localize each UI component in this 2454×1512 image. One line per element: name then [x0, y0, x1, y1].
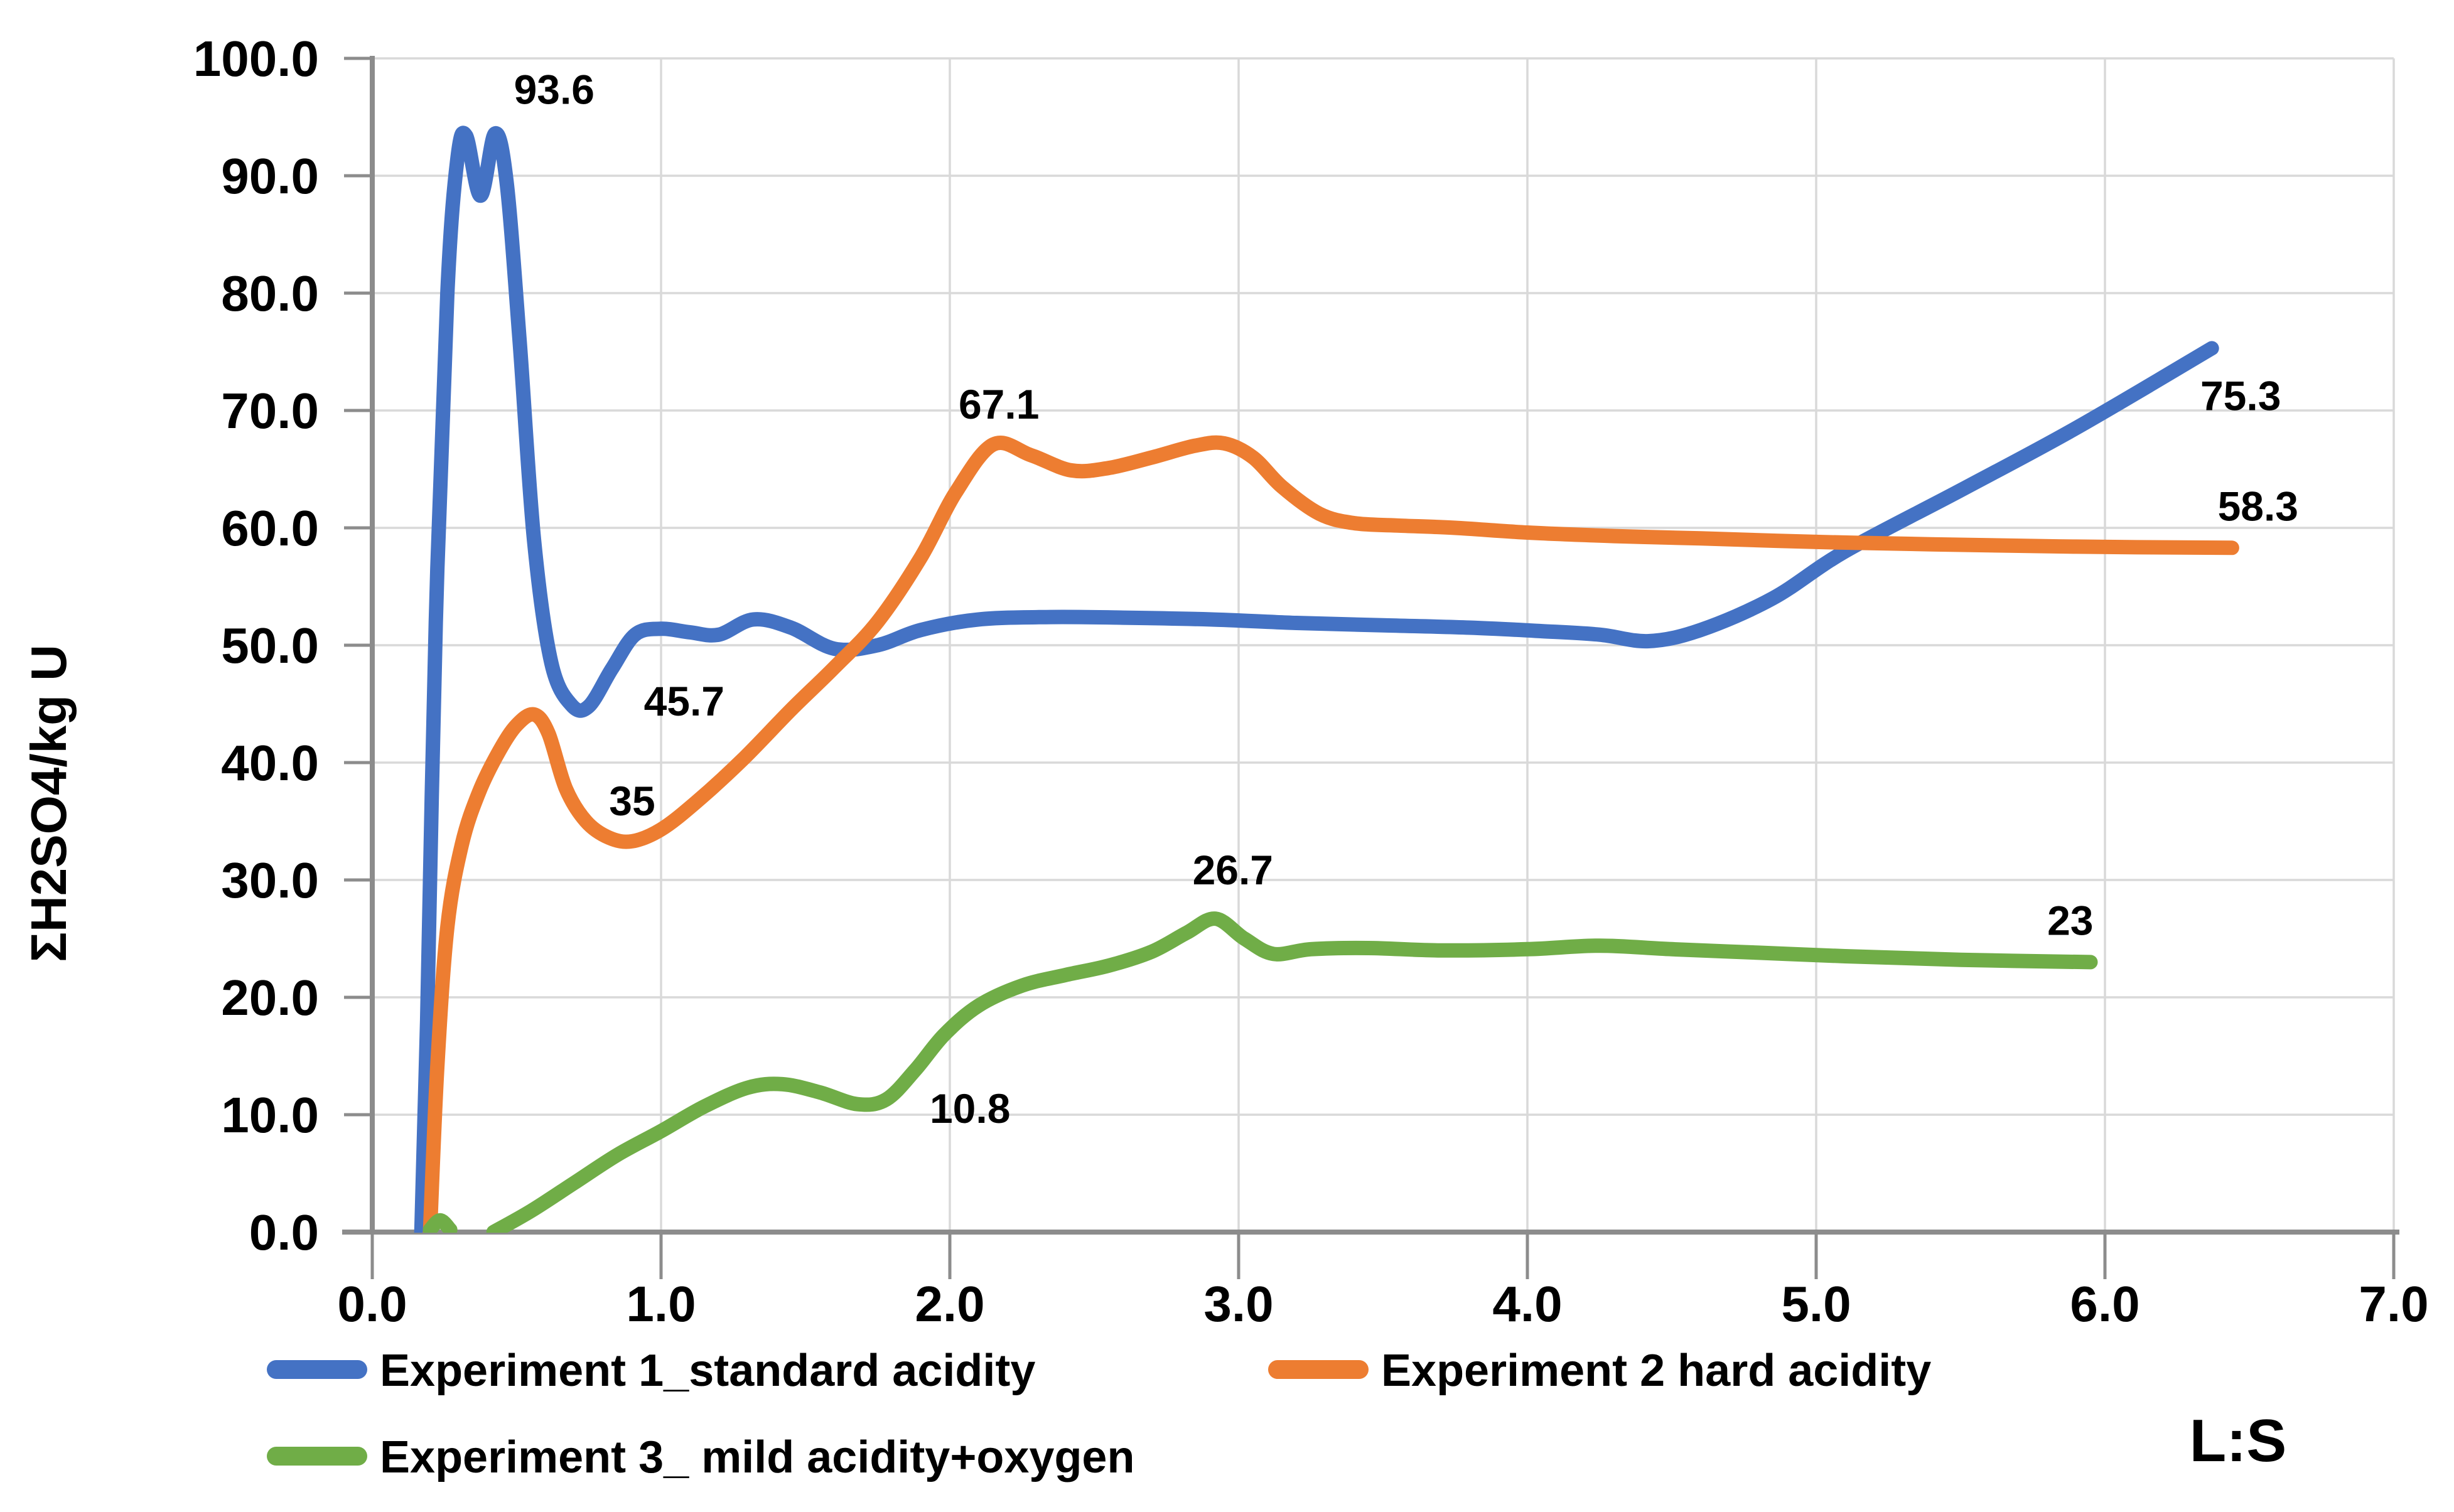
series-line-1 — [414, 126, 2219, 1233]
x-tick-label-7.0: 7.0 — [2359, 1276, 2428, 1332]
y-tick-label-50.0: 50.0 — [221, 618, 319, 673]
data-label-10.8: 10.8 — [930, 1085, 1010, 1132]
data-label-93.6: 93.6 — [514, 67, 595, 113]
data-label-23: 23 — [2047, 898, 2093, 944]
axes — [342, 56, 2399, 1279]
legend-item-2: Experiment 2 hard acidity — [1268, 1346, 1931, 1396]
x-tick-label-6.0: 6.0 — [2070, 1276, 2139, 1332]
y-tick-label-20.0: 20.0 — [221, 970, 319, 1026]
series-lines — [414, 126, 2239, 1233]
legend-label-2: Experiment 2 hard acidity — [1381, 1346, 1931, 1396]
legend-swatch-3 — [267, 1447, 367, 1466]
legend-item-1: Experiment 1_standard acidity — [267, 1346, 1035, 1396]
x-tick-label-5.0: 5.0 — [1781, 1276, 1851, 1332]
y-tick-label-80.0: 80.0 — [221, 265, 319, 321]
y-tick-label-60.0: 60.0 — [221, 500, 319, 556]
data-label-45.7: 45.7 — [644, 678, 724, 724]
x-tick-label-2.0: 2.0 — [915, 1276, 984, 1332]
legend-label-3: Experiment 3_ mild acidity+oxygen — [380, 1432, 1134, 1483]
data-label-67.1: 67.1 — [959, 381, 1039, 427]
y-tick-label-70.0: 70.0 — [221, 383, 319, 439]
y-tick-label-0.0: 0.0 — [249, 1204, 319, 1260]
y-tick-label-100.0: 100.0 — [193, 31, 319, 87]
legend-label-1: Experiment 1_standard acidity — [380, 1346, 1035, 1396]
data-label-35: 35 — [609, 778, 655, 824]
y-tick-label-40.0: 40.0 — [221, 735, 319, 791]
x-tick-label-4.0: 4.0 — [1492, 1276, 1562, 1332]
data-label-75.3: 75.3 — [2200, 373, 2281, 419]
data-label-26.7: 26.7 — [1193, 847, 1273, 893]
legend-swatch-1 — [267, 1360, 367, 1379]
y-tick-label-30.0: 30.0 — [221, 852, 319, 908]
gridlines — [372, 57, 2395, 1232]
x-tick-label-1.0: 1.0 — [626, 1276, 696, 1332]
legend-item-3: Experiment 3_ mild acidity+oxygen — [267, 1432, 1134, 1483]
legend: Experiment 1_standard acidity Experiment … — [267, 1346, 1931, 1483]
data-labels: 93.6 45.7 35 67.1 26.7 10.8 75.3 58.3 23 — [514, 67, 2298, 1132]
x-tick-label-0.0: 0.0 — [337, 1276, 407, 1332]
data-label-58.3: 58.3 — [2218, 483, 2298, 529]
series-line-2 — [422, 435, 2239, 1233]
y-tick-label-10.0: 10.0 — [221, 1087, 319, 1143]
legend-swatch-2 — [1268, 1360, 1369, 1379]
y-tick-label-90.0: 90.0 — [221, 148, 319, 204]
series-line-3-part2 — [486, 911, 2098, 1233]
x-axis-title: L:S — [2190, 1407, 2287, 1474]
series-line-3-part1 — [422, 1213, 458, 1233]
y-axis-title: ΣH2SO4/kg U — [21, 645, 77, 962]
tick-labels: 0.0 10.0 20.0 30.0 40.0 50.0 60.0 70.0 80.0 90.0 1… — [193, 31, 2429, 1332]
x-tick-label-3.0: 3.0 — [1203, 1276, 1273, 1332]
